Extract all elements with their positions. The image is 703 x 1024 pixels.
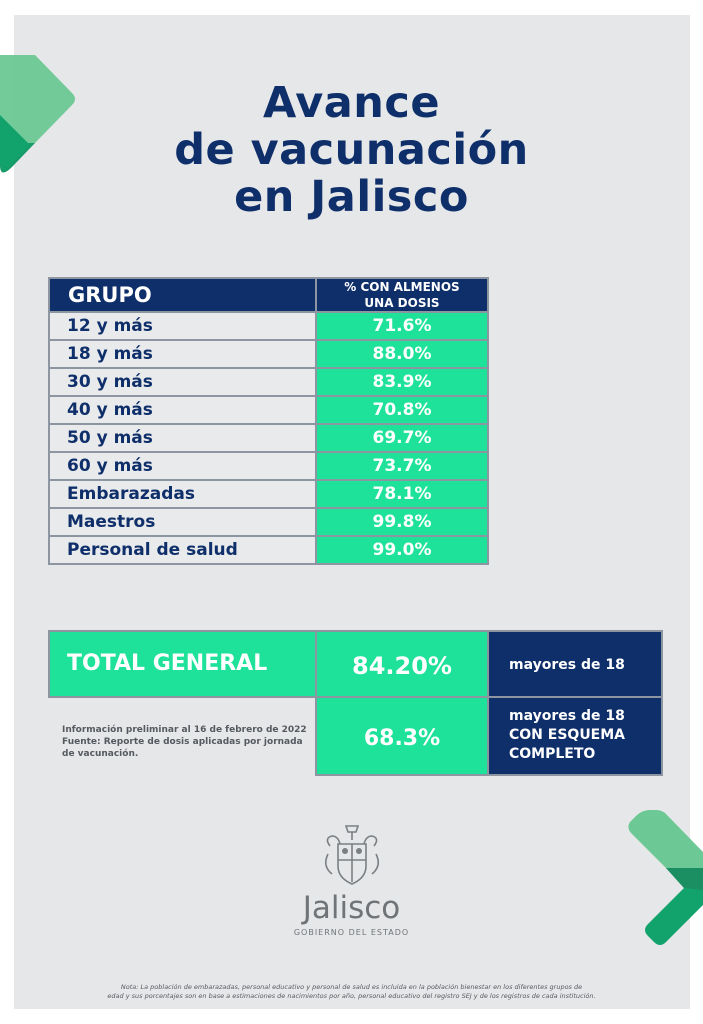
jalisco-coat-of-arms-icon [324, 825, 380, 885]
group-cell: 40 y más [48, 395, 317, 425]
group-cell: 30 y más [48, 367, 317, 397]
header-pct-line-2: UNA DOSIS [364, 296, 440, 310]
table-row: 50 y más 69.7% [48, 423, 489, 453]
header-percentage: % CON ALMENOS UNA DOSIS [315, 277, 489, 313]
complete-note-line-2: CON ESQUEMA [509, 727, 626, 743]
pct-cell: 69.7% [315, 423, 489, 453]
pct-cell: 99.8% [315, 507, 489, 537]
chevron-decoration-left-icon [0, 55, 75, 173]
info-line-2: Fuente: Reporte de dosis aplicadas por j… [62, 737, 303, 747]
group-cell: Embarazadas [48, 479, 317, 509]
header-pct-line-1: % CON ALMENOS [344, 280, 460, 294]
complete-note-line-1: mayores de 18 [509, 708, 625, 724]
pct-cell: 70.8% [315, 395, 489, 425]
footnote-line-2: edad y sus porcentajes son en base a est… [107, 992, 596, 1000]
pct-cell: 71.6% [315, 311, 489, 341]
chevron-decoration-right-icon [628, 810, 703, 945]
pct-cell: 99.0% [315, 535, 489, 565]
table-header-row: GRUPO % CON ALMENOS UNA DOSIS [48, 277, 489, 313]
table-row: 30 y más 83.9% [48, 367, 489, 397]
table-row: 18 y más 88.0% [48, 339, 489, 369]
pct-cell: 73.7% [315, 451, 489, 481]
group-cell: 18 y más [48, 339, 317, 369]
table-row: 40 y más 70.8% [48, 395, 489, 425]
group-cell: 60 y más [48, 451, 317, 481]
table-row: 12 y más 71.6% [48, 311, 489, 341]
pct-cell: 83.9% [315, 367, 489, 397]
page-title: Avance de vacunación en Jalisco [0, 80, 703, 221]
complete-note-line-3: COMPLETO [509, 746, 596, 762]
title-line-1: Avance [262, 78, 441, 128]
pct-cell: 88.0% [315, 339, 489, 369]
group-cell: Maestros [48, 507, 317, 537]
info-line-3: de vacunación. [62, 749, 139, 759]
group-cell: 50 y más [48, 423, 317, 453]
total-general-label: TOTAL GENERAL [48, 630, 317, 698]
table-row: Maestros 99.8% [48, 507, 489, 537]
total-general-value: 84.20% [315, 630, 489, 698]
source-info: Información preliminar al 16 de febrero … [62, 724, 312, 760]
group-cell: Personal de salud [48, 535, 317, 565]
complete-scheme-value: 68.3% [315, 696, 489, 776]
table-row: Embarazadas 78.1% [48, 479, 489, 509]
vaccination-table: GRUPO % CON ALMENOS UNA DOSIS 12 y más 71… [48, 277, 489, 565]
header-group: GRUPO [48, 277, 317, 313]
pct-cell: 78.1% [315, 479, 489, 509]
info-line-1: Información preliminar al 16 de febrero … [62, 725, 307, 735]
title-line-2: de vacunación [174, 125, 529, 175]
table-row: 60 y más 73.7% [48, 451, 489, 481]
table-row: Personal de salud 99.0% [48, 535, 489, 565]
title-line-3: en Jalisco [234, 172, 469, 222]
brand-logo-text: Jalisco [302, 890, 401, 926]
brand-subtitle: GOBIERNO DEL ESTADO [293, 928, 410, 937]
group-cell: 12 y más [48, 311, 317, 341]
footnote: Nota: La población de embarazadas, perso… [60, 983, 643, 1001]
total-general-note: mayores de 18 [487, 630, 663, 698]
complete-scheme-note: mayores de 18 CON ESQUEMA COMPLETO [487, 696, 663, 776]
footnote-line-1: Nota: La población de embarazadas, perso… [120, 983, 583, 991]
